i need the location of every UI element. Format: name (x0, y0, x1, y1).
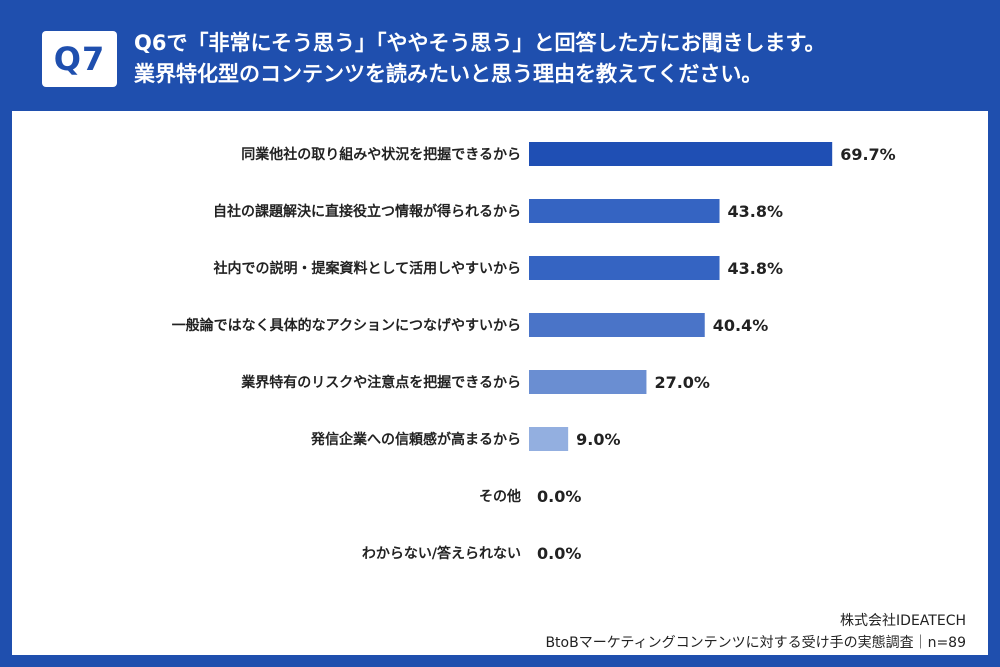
category-label: わからない/答えられない (362, 545, 521, 562)
value-label: 40.4% (713, 316, 769, 335)
category-label: 一般論ではなく具体的なアクションにつなげやすいから (172, 317, 521, 334)
value-label: 0.0% (537, 487, 581, 506)
bar (529, 313, 705, 337)
chart-panel: 同業他社の取り組みや状況を把握できるから 69.7% 自社の課題解決に直接役立つ情報… (12, 111, 988, 655)
bar-chart: 同業他社の取り組みや状況を把握できるから 69.7% 自社の課題解決に直接役立つ情報… (172, 142, 896, 563)
category-label: 社内での説明・提案資料として活用しやすいから (213, 260, 521, 277)
category-label: 同業他社の取り組みや状況を把握できるから (241, 146, 521, 163)
question-line-2: 業界特化型のコンテンツを読みたいと思う理由を教えてください。 (134, 62, 763, 86)
question-text: Q6で「非常にそう思う」「ややそう思う」と回答した方にお聞きします。 業界特化型… (134, 28, 984, 90)
category-label: 業界特有のリスクや注意点を把握できるから (240, 374, 521, 391)
value-label: 43.8% (728, 259, 784, 278)
value-label: 9.0% (576, 430, 620, 449)
value-label: 43.8% (728, 202, 784, 221)
footer-company: 株式会社IDEATECH (840, 613, 966, 629)
category-label: 発信企業への信頼感が高まるから (310, 431, 521, 448)
question-badge: Q7 (42, 31, 117, 87)
value-label: 69.7% (840, 145, 896, 164)
bar (529, 427, 569, 451)
bar (529, 256, 720, 280)
category-label: その他 (479, 488, 521, 505)
question-line-1: Q6で「非常にそう思う」「ややそう思う」と回答した方にお聞きします。 (134, 31, 826, 55)
bar (529, 199, 720, 223)
footer-survey: BtoBマーケティングコンテンツに対する受け手の実態調査｜n=89 (545, 635, 966, 651)
value-label: 27.0% (654, 373, 710, 392)
category-label: 自社の課題解決に直接役立つ情報が得られるから (213, 203, 521, 220)
bar (529, 370, 647, 394)
value-label: 0.0% (537, 544, 581, 563)
bar (529, 142, 833, 166)
header: Q7 Q6で「非常にそう思う」「ややそう思う」と回答した方にお聞きします。 業界… (0, 0, 1000, 110)
